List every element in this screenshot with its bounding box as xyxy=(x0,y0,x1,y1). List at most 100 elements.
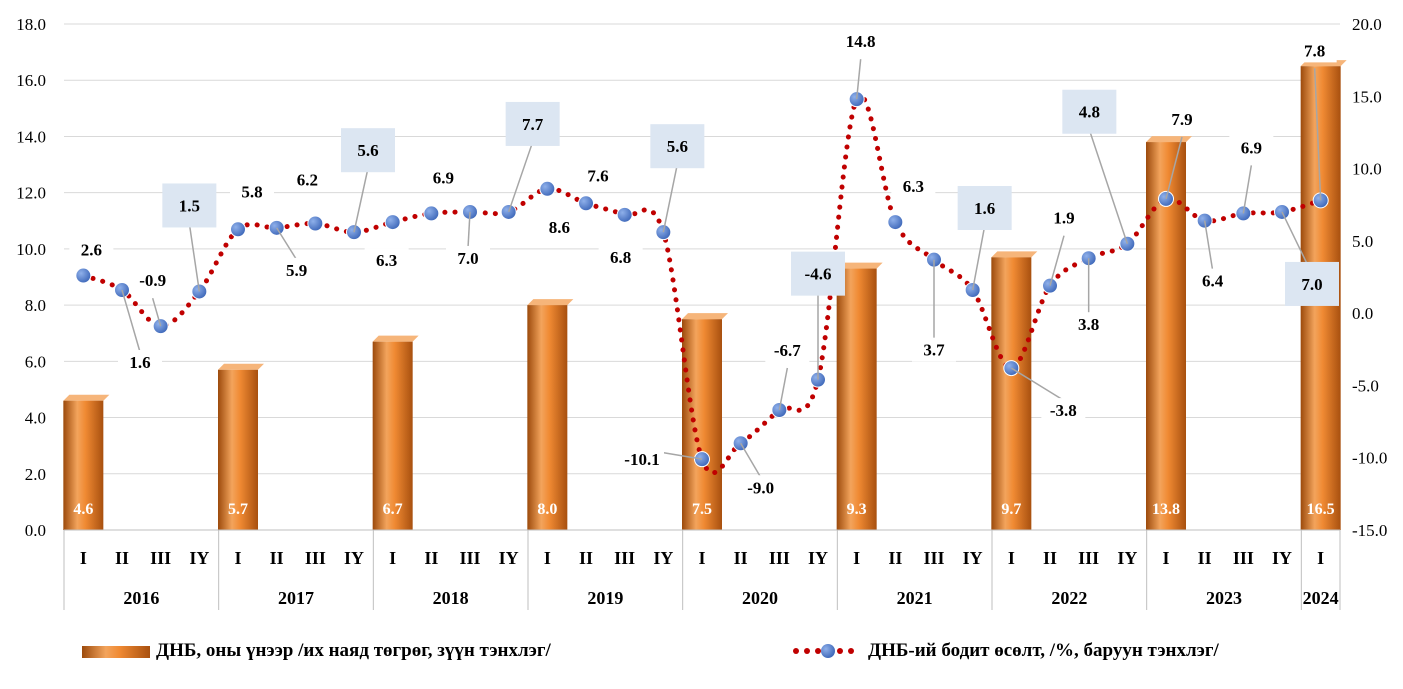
quarter-label: III xyxy=(150,548,171,568)
leader-line xyxy=(151,297,162,327)
quarter-label: II xyxy=(270,548,284,568)
bar-value-label: 4.6 xyxy=(73,501,93,518)
leader-line xyxy=(855,59,862,100)
point-value-label: -3.8 xyxy=(1050,401,1077,420)
label-bg xyxy=(738,475,783,500)
quarter-label: I xyxy=(389,548,396,568)
point-value-label: 1.6 xyxy=(974,199,995,218)
point-value-label: 6.3 xyxy=(376,251,397,270)
point-value-label: 1.9 xyxy=(1053,209,1074,228)
point-value-label: 7.0 xyxy=(457,249,478,268)
label-box xyxy=(341,128,395,173)
point-value-label: 5.6 xyxy=(357,141,378,160)
quarter-label: II xyxy=(1043,548,1057,568)
bar-value-label: 16.5 xyxy=(1307,501,1335,518)
quarter-label: IY xyxy=(344,548,364,568)
leader-line xyxy=(740,442,762,478)
bar xyxy=(372,341,413,530)
point-value-label: 7.8 xyxy=(1304,41,1325,60)
growth-point xyxy=(539,180,556,197)
leader-line xyxy=(1242,165,1253,214)
quarter-label: I xyxy=(544,548,551,568)
right-tick-label: 0.0 xyxy=(1352,304,1373,323)
label-bg xyxy=(1041,398,1086,423)
point-value-label: 5.6 xyxy=(667,137,688,156)
growth-line xyxy=(80,93,1324,476)
point-value-label: -10.1 xyxy=(624,450,659,469)
point-value-label: 4.8 xyxy=(1079,103,1100,122)
right-tick-label: 5.0 xyxy=(1352,232,1373,251)
point-value-label: 2.6 xyxy=(81,241,102,260)
bar-series: 4.6 5.7 6.7 8.0 7.5 9.3 9.7 13.8 16.5 xyxy=(63,60,1347,531)
quarter-label: I xyxy=(234,548,241,568)
bar-top xyxy=(991,251,1038,258)
point-value-label: -9.0 xyxy=(747,478,774,497)
label-bg xyxy=(1190,268,1235,293)
left-tick-label: 6.0 xyxy=(25,352,46,371)
growth-point xyxy=(887,214,904,231)
bar xyxy=(682,319,722,530)
right-tick-label: -5.0 xyxy=(1352,376,1379,395)
label-box xyxy=(1062,89,1117,134)
label-bg xyxy=(598,244,643,269)
quarter-label: II xyxy=(734,548,748,568)
year-label: 2018 xyxy=(433,588,469,608)
right-tick-label: 10.0 xyxy=(1352,160,1382,179)
year-label: 2021 xyxy=(897,588,933,608)
point-value-label: 5.9 xyxy=(286,261,307,280)
leader-line xyxy=(1088,129,1129,244)
bar xyxy=(991,257,1032,530)
point-value-label: -4.6 xyxy=(805,265,832,284)
point-value-label: 7.6 xyxy=(587,166,608,185)
point-value-label: 1.5 xyxy=(179,196,200,215)
leader-line xyxy=(467,211,471,248)
label-bg xyxy=(118,350,162,375)
label-bg xyxy=(838,29,883,54)
leader-line xyxy=(1010,367,1064,401)
left-tick-label: 16.0 xyxy=(16,71,46,90)
leader-line xyxy=(276,227,298,261)
label-box xyxy=(650,124,705,169)
quarter-label: II xyxy=(424,548,438,568)
point-value-label: 6.9 xyxy=(1241,138,1262,157)
legend-item-line: ДНБ-ий бодит өсөлт, /%, баруун тэнхлэг/ xyxy=(790,640,1219,662)
year-label: 2023 xyxy=(1206,588,1242,608)
label-bg xyxy=(274,257,319,282)
growth-point xyxy=(578,195,594,212)
point-labels: 2.6 1.6 -0.9 1.5 5.8 5.9 6.2 5.6 6.3 6.9 7.0 7.7 8.6… xyxy=(69,29,1339,500)
bar-top xyxy=(682,313,728,320)
label-bg xyxy=(1042,205,1086,230)
quarter-label: III xyxy=(923,548,944,568)
quarter-label: II xyxy=(579,548,593,568)
point-value-label: 8.6 xyxy=(549,218,570,237)
label-bg xyxy=(285,167,330,192)
growth-point xyxy=(75,267,92,284)
quarter-label: III xyxy=(614,548,635,568)
quarter-label: IY xyxy=(499,548,519,568)
label-bg xyxy=(1292,38,1337,63)
dotted-line-marker-icon xyxy=(793,644,854,658)
label-bg xyxy=(620,447,664,472)
label-box xyxy=(1285,261,1339,306)
bar-top xyxy=(527,299,574,306)
point-value-label: 7.9 xyxy=(1171,110,1192,129)
label-bg xyxy=(576,163,620,188)
label-bg xyxy=(230,179,274,204)
leader-line xyxy=(971,225,986,291)
bar-top xyxy=(218,363,264,370)
right-tick-label: 15.0 xyxy=(1352,87,1382,106)
year-label: 2016 xyxy=(123,588,159,608)
growth-point xyxy=(307,215,324,232)
quarter-label: II xyxy=(1198,548,1212,568)
leader-line xyxy=(1165,136,1183,200)
label-bg xyxy=(364,248,409,273)
bar-value-label: 9.3 xyxy=(847,501,867,518)
point-value-label: 5.8 xyxy=(241,182,262,201)
point-value-label: -0.9 xyxy=(139,271,166,290)
bar-value-label: 7.5 xyxy=(692,501,712,518)
year-label: 2017 xyxy=(278,588,314,608)
quarter-label: I xyxy=(1317,548,1324,568)
label-bg xyxy=(1229,135,1274,160)
label-box xyxy=(957,186,1012,231)
category-axis: I II III IY I II III IY I II III IY I II III IY I II III IY… xyxy=(63,529,1341,610)
